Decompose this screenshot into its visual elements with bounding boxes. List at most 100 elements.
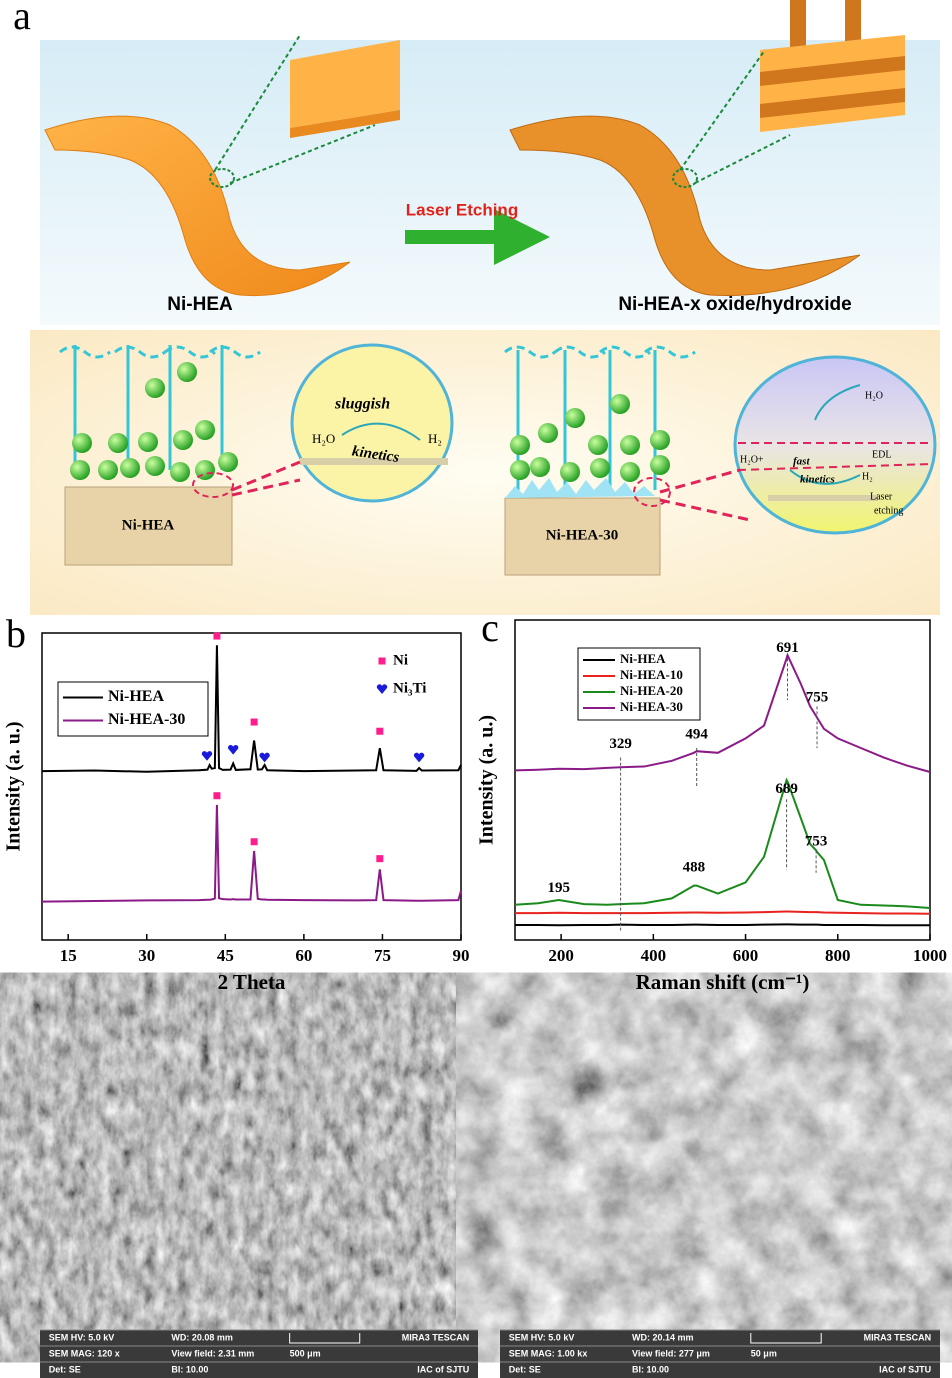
- x-tick-label: 200: [548, 946, 574, 965]
- sphere: [72, 433, 92, 453]
- x-tick-label: 45: [217, 946, 234, 965]
- peak-marker: [259, 753, 269, 763]
- peak-label: 753: [805, 834, 828, 850]
- series-line: [515, 924, 930, 925]
- peak-label: 329: [609, 736, 632, 752]
- legend-label: Ni-HEA-20: [620, 683, 683, 698]
- panel-label: e: [479, 987, 497, 1032]
- sphere: [145, 456, 165, 476]
- peak-marker: [376, 728, 383, 735]
- bubble-text: H₂: [862, 471, 873, 482]
- sphere: [538, 423, 558, 443]
- marker-legend-label: Ni₃Ti: [393, 680, 426, 696]
- legend-label: Ni-HEA: [108, 688, 164, 705]
- bubble-text: H₂O: [865, 390, 883, 401]
- sem-image: [40, 1005, 478, 1330]
- sem-info-text: MIRA3 TESCAN: [864, 1332, 932, 1342]
- sphere: [588, 435, 608, 455]
- block-label: Ni-HEA: [122, 517, 175, 533]
- bubble-text: sluggish: [334, 396, 390, 413]
- sem-info-text: SEM MAG: 1.00 kx: [509, 1348, 588, 1358]
- peak-label: 195: [548, 880, 571, 896]
- sem-info-text: Det: SE: [49, 1364, 81, 1374]
- x-tick-label: 1000: [913, 946, 947, 965]
- bubble-text: H₂O: [312, 431, 335, 446]
- panel-label: d: [8, 991, 28, 1036]
- bubble-text: kinetics: [800, 474, 835, 486]
- sphere: [510, 435, 530, 455]
- bubble-text: Laser: [870, 491, 893, 502]
- peak-marker: [213, 633, 220, 640]
- sem-info-text: BI: 10.00: [171, 1364, 208, 1374]
- legend-label: Ni-HEA-30: [108, 711, 185, 728]
- sem-info-text: 500 μm: [290, 1348, 321, 1358]
- x-axis-label: Raman shift (cm⁻¹): [636, 970, 810, 994]
- bubble-text: etching: [874, 505, 903, 516]
- x-tick-label: 600: [733, 946, 759, 965]
- bubble-text: H₂O+: [740, 454, 764, 465]
- bubble-text: H₂: [428, 431, 442, 446]
- peak-label: 691: [776, 640, 799, 656]
- sphere: [560, 462, 580, 482]
- y-axis-label: Intensity (a. u.): [476, 715, 498, 845]
- sphere: [108, 433, 128, 453]
- x-tick-label: 75: [374, 946, 391, 965]
- sphere: [170, 462, 190, 482]
- sem-info-text: SEM MAG: 120 x: [49, 1348, 120, 1358]
- sem-info-text: WD: 20.14 mm: [632, 1332, 694, 1342]
- sphere: [530, 457, 550, 477]
- peak-marker: [251, 719, 258, 726]
- sem-info-text: View field: 2.31 mm: [171, 1348, 254, 1358]
- sphere: [510, 460, 530, 480]
- sphere: [145, 378, 165, 398]
- sem-info-text: SEM HV: 5.0 kV: [49, 1332, 115, 1342]
- x-tick-label: 800: [825, 946, 851, 965]
- sphere: [98, 460, 118, 480]
- series-line: [515, 912, 930, 914]
- series-line: [515, 655, 930, 772]
- series-line: [42, 805, 461, 902]
- sphere: [650, 430, 670, 450]
- sem-info-text: MIRA3 TESCAN: [402, 1332, 470, 1342]
- panel-label: b: [6, 611, 26, 656]
- peak-label: 488: [683, 859, 706, 875]
- sphere: [177, 362, 197, 382]
- bubble-text: EDL: [872, 449, 891, 460]
- sphere: [138, 432, 158, 452]
- x-axis-label: 2 Theta: [218, 970, 286, 994]
- x-tick-label: 15: [60, 946, 77, 965]
- block-label: Ni-HEA-30: [546, 527, 619, 543]
- peak-marker: [376, 855, 383, 862]
- sphere: [218, 452, 238, 472]
- peak-label: 755: [806, 690, 829, 706]
- peak-marker: [213, 792, 220, 799]
- sphere: [590, 458, 610, 478]
- panel-label: a: [13, 0, 31, 38]
- legend-label: Ni-HEA-10: [620, 667, 683, 682]
- peak-label: 689: [775, 781, 798, 797]
- sphere: [620, 462, 640, 482]
- sem-info-text: View field: 277 μm: [632, 1348, 710, 1358]
- sem-image: [500, 1005, 940, 1330]
- peak-marker: [251, 838, 258, 845]
- sphere: [195, 420, 215, 440]
- surface: [768, 495, 878, 501]
- sem-info-text: IAC of SJTU: [417, 1364, 469, 1374]
- legend-label: Ni-HEA-30: [620, 699, 683, 714]
- legend-symbol: [377, 684, 387, 694]
- bubble: [735, 357, 935, 533]
- legend-label: Ni-HEA: [620, 651, 666, 666]
- sphere: [620, 435, 640, 455]
- marker-legend-label: Ni: [393, 652, 408, 668]
- inset-right: [760, 0, 905, 132]
- figure: Laser Etching Ni-HEA Ni-HEA-x oxide/hydr…: [0, 0, 952, 1378]
- peak-marker: [414, 753, 424, 763]
- sphere: [565, 408, 585, 428]
- x-tick-label: 400: [641, 946, 667, 965]
- peak-marker: [202, 751, 212, 761]
- sem-info-text: SEM HV: 5.0 kV: [509, 1332, 575, 1342]
- bubble-text: fast: [793, 456, 810, 468]
- legend-symbol: [379, 658, 386, 665]
- sphere: [70, 460, 90, 480]
- panel-label: c: [481, 605, 499, 650]
